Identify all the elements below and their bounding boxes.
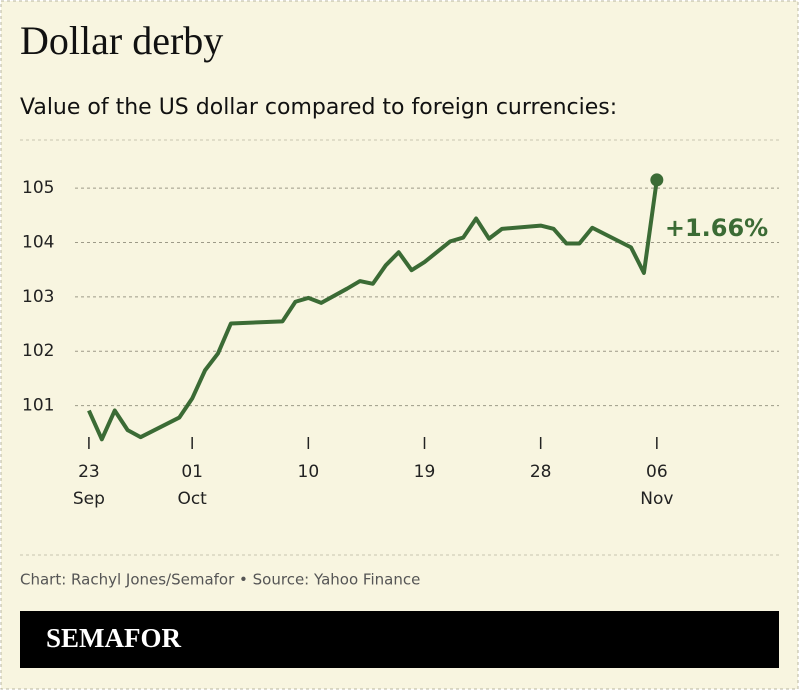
x-tick-label: 10 (298, 462, 320, 482)
x-tick-label: Oct (177, 489, 207, 509)
x-tick-label: 19 (414, 462, 436, 482)
y-tick-label: 105 (22, 178, 54, 198)
line (87, 179, 659, 442)
y-tick-label: 104 (22, 232, 54, 252)
x-tick-label: 23 (78, 462, 100, 482)
y-tick-label: 102 (22, 341, 54, 361)
brand: SEMAFOR (46, 623, 182, 653)
chart-subtitle: Value of the US dollar compared to forei… (20, 95, 617, 120)
x-tick-label: Nov (640, 489, 673, 509)
source: Chart: Rachyl Jones/Semafor • Source: Ya… (20, 571, 420, 589)
x-tick-label: Sep (73, 489, 105, 509)
brand-bar (20, 611, 779, 668)
x-tick-label: 01 (181, 462, 203, 482)
end-point (650, 173, 664, 187)
x-tick-label: 06 (646, 462, 668, 482)
x-tick-label: 28 (530, 462, 552, 482)
y-tick-label: 103 (22, 287, 54, 307)
chart-title: Dollar derby (20, 18, 223, 63)
y-tick-label: 101 (22, 396, 54, 416)
annotation: +1.66% (665, 214, 768, 242)
